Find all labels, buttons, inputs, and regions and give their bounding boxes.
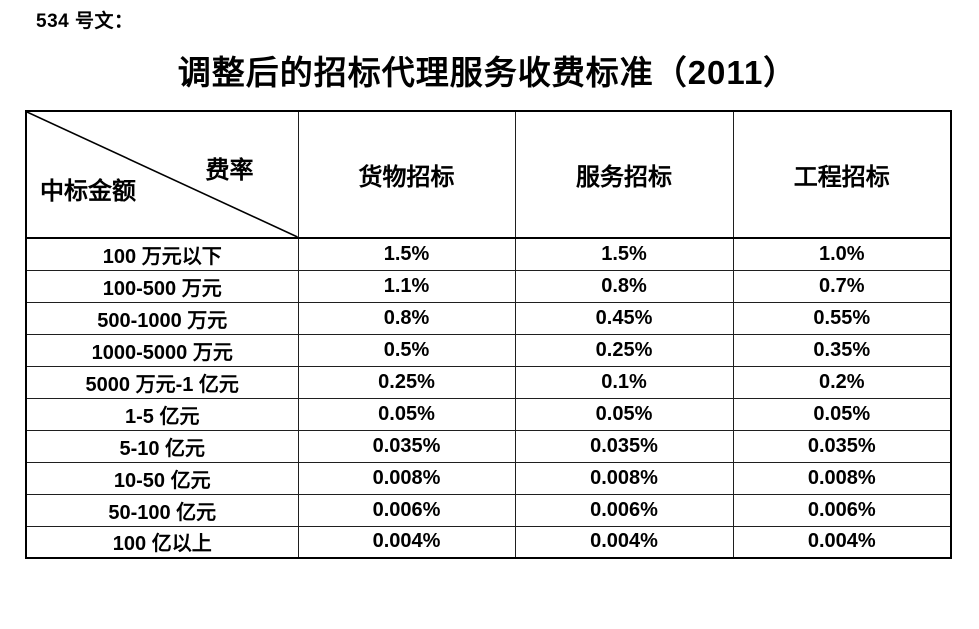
service-rate-cell: 0.1%: [514, 365, 734, 399]
column-header-service-bidding: 服务招标: [514, 110, 734, 239]
service-rate-cell: 0.25%: [514, 333, 734, 367]
table-row: 500-1000 万元 0.8% 0.45% 0.55%: [25, 301, 952, 335]
service-rate-cell: 0.035%: [514, 429, 734, 463]
column-header-goods-bidding: 货物招标: [297, 110, 516, 239]
goods-rate-cell: 0.035%: [297, 429, 516, 463]
table-row: 1-5 亿元 0.05% 0.05% 0.05%: [25, 397, 952, 431]
corner-label-rate: 费率: [205, 157, 254, 184]
goods-rate-cell: 1.1%: [297, 269, 516, 303]
doc-reference-label: 534 号文：: [36, 11, 134, 32]
amount-range-cell: 1000-5000 万元: [25, 333, 299, 367]
fee-table-body: 100 万元以下 1.5% 1.5% 1.0% 100-500 万元 1.1% 0.8% 0.…: [25, 237, 952, 559]
table-row: 5-10 亿元 0.035% 0.035% 0.035%: [25, 429, 952, 463]
goods-rate-cell: 0.5%: [297, 333, 516, 367]
goods-rate-cell: 0.008%: [297, 461, 516, 495]
amount-range-cell: 100 亿以上: [25, 525, 299, 559]
amount-range-cell: 10-50 亿元: [25, 461, 299, 495]
corner-header-cell: 费率 中标金额: [25, 110, 299, 239]
table-row: 100-500 万元 1.1% 0.8% 0.7%: [25, 269, 952, 303]
service-rate-cell: 1.5%: [514, 237, 734, 271]
amount-range-cell: 100-500 万元: [25, 269, 299, 303]
engineering-rate-cell: 1.0%: [732, 237, 952, 271]
service-rate-cell: 0.05%: [514, 397, 734, 431]
goods-rate-cell: 0.8%: [297, 301, 516, 335]
header-row: 费率 中标金额 货物招标 服务招标 工程招标: [25, 110, 952, 239]
engineering-rate-cell: 0.7%: [732, 269, 952, 303]
amount-range-cell: 5-10 亿元: [25, 429, 299, 463]
diagonal-divider-line: [27, 112, 298, 237]
table-row: 5000 万元-1 亿元 0.25% 0.1% 0.2%: [25, 365, 952, 399]
engineering-rate-cell: 0.55%: [732, 301, 952, 335]
amount-range-cell: 500-1000 万元: [25, 301, 299, 335]
engineering-rate-cell: 0.004%: [732, 525, 952, 559]
page-title: 调整后的招标代理服务收费标准（2011）: [177, 54, 798, 91]
engineering-rate-cell: 0.05%: [732, 397, 952, 431]
service-rate-cell: 0.45%: [514, 301, 734, 335]
goods-rate-cell: 1.5%: [297, 237, 516, 271]
table-row: 1000-5000 万元 0.5% 0.25% 0.35%: [25, 333, 952, 367]
goods-rate-cell: 0.004%: [297, 525, 516, 559]
fee-rate-table: 费率 中标金额 货物招标 服务招标 工程招标 100 万元以下 1.5% 1.5% 1…: [25, 110, 952, 559]
service-rate-cell: 0.008%: [514, 461, 734, 495]
amount-range-cell: 50-100 亿元: [25, 493, 299, 527]
goods-rate-cell: 0.006%: [297, 493, 516, 527]
goods-rate-cell: 0.05%: [297, 397, 516, 431]
engineering-rate-cell: 0.035%: [732, 429, 952, 463]
amount-range-cell: 1-5 亿元: [25, 397, 299, 431]
table-row: 50-100 亿元 0.006% 0.006% 0.006%: [25, 493, 952, 527]
table-row: 100 万元以下 1.5% 1.5% 1.0%: [25, 237, 952, 271]
service-rate-cell: 0.006%: [514, 493, 734, 527]
corner-label-amount: 中标金额: [40, 178, 136, 205]
goods-rate-cell: 0.25%: [297, 365, 516, 399]
amount-range-cell: 100 万元以下: [25, 237, 299, 271]
column-header-engineering-bidding: 工程招标: [732, 110, 952, 239]
service-rate-cell: 0.8%: [514, 269, 734, 303]
table-row: 100 亿以上 0.004% 0.004% 0.004%: [25, 525, 952, 559]
service-rate-cell: 0.004%: [514, 525, 734, 559]
amount-range-cell: 5000 万元-1 亿元: [25, 365, 299, 399]
engineering-rate-cell: 0.006%: [732, 493, 952, 527]
engineering-rate-cell: 0.2%: [732, 365, 952, 399]
engineering-rate-cell: 0.008%: [732, 461, 952, 495]
table-row: 10-50 亿元 0.008% 0.008% 0.008%: [25, 461, 952, 495]
engineering-rate-cell: 0.35%: [732, 333, 952, 367]
